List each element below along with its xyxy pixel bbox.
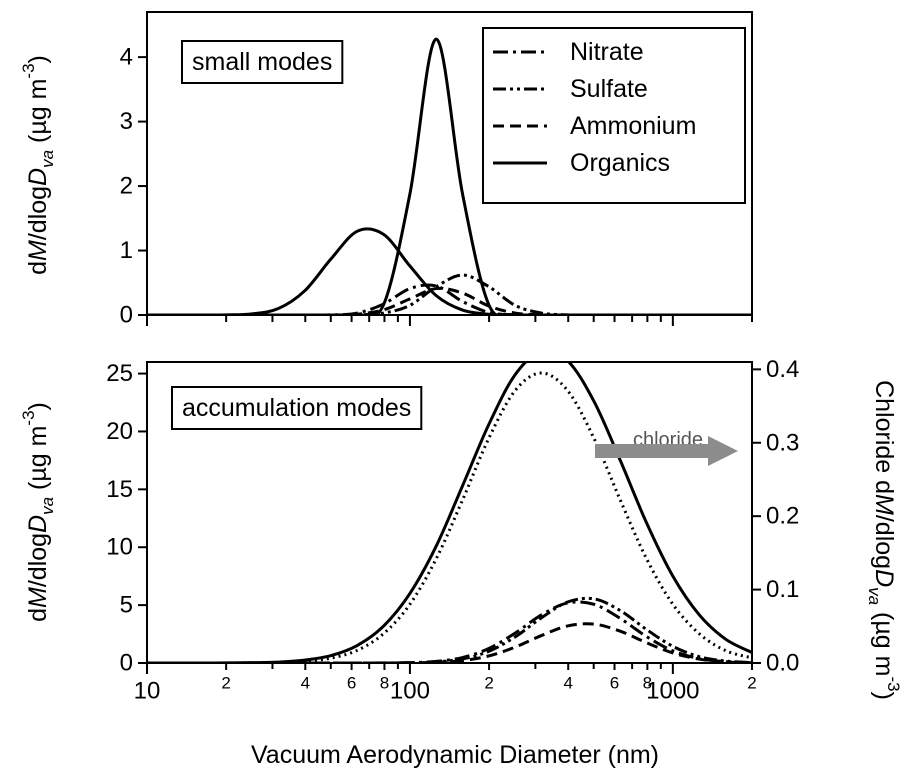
y-tick-label: 15 <box>106 476 133 503</box>
x-tick-label: 6 <box>610 674 619 693</box>
plot-frame <box>146 11 753 316</box>
plot-frame <box>146 361 753 664</box>
y2-tick-label: 0.4 <box>766 356 799 383</box>
y2-tick-label: 0.1 <box>766 576 799 603</box>
y-tick-label: 1 <box>120 237 133 264</box>
panel-label: accumulation modes <box>182 394 411 422</box>
y-tick-label: 25 <box>106 360 133 387</box>
y-axis-label: dM/dlogDva (µg m-3) <box>19 55 57 275</box>
data-line <box>147 37 752 315</box>
x-tick-label: 4 <box>301 674 310 693</box>
x-axis-label: Vacuum Aerodynamic Diameter (nm) <box>251 741 659 769</box>
y-tick-label: 5 <box>120 592 133 619</box>
y2-tick-label: 0.2 <box>766 503 799 530</box>
panel-label-box <box>181 40 344 84</box>
x-tick-label: 8 <box>643 674 652 693</box>
data-line <box>147 273 752 315</box>
data-line <box>147 283 752 315</box>
panel-label-box <box>171 386 423 430</box>
y-tick-label: 0 <box>120 650 133 677</box>
x-tick-label: 6 <box>347 674 356 693</box>
data-line <box>147 622 752 663</box>
x-tick-label: 2 <box>484 674 493 693</box>
legend-label: Nitrate <box>570 38 644 66</box>
x-tick-label: 100 <box>390 678 430 705</box>
x-tick-label: 2 <box>221 674 230 693</box>
data-line <box>147 227 752 315</box>
arrow <box>595 436 738 466</box>
x-tick-label: 4 <box>563 674 572 693</box>
x-tick-label: 2 <box>747 674 756 693</box>
y-tick-label: 0 <box>120 302 133 329</box>
y-tick-label: 10 <box>106 534 133 561</box>
data-line <box>147 286 752 315</box>
data-line <box>147 596 752 663</box>
y-axis-label: dM/dlogDva (µg m-3) <box>19 402 57 622</box>
data-line <box>147 600 752 663</box>
y-tick-label: 2 <box>120 173 133 200</box>
legend-label: Organics <box>570 149 670 177</box>
y-tick-label: 4 <box>120 44 133 71</box>
y2-tick-label: 0.3 <box>766 429 799 456</box>
panel-label: small modes <box>192 48 332 76</box>
legend-box <box>482 27 746 204</box>
x-tick-label: 8 <box>380 674 389 693</box>
y2-axis-label: Chloride dM/dlogDva (µg m-3) <box>865 380 903 700</box>
y-tick-label: 3 <box>120 108 133 135</box>
legend-label: Ammonium <box>570 112 696 140</box>
x-tick-label: 1000 <box>646 678 699 705</box>
y2-tick-label: 0.0 <box>766 650 799 677</box>
legend-label: Sulfate <box>570 75 648 103</box>
y-tick-label: 20 <box>106 418 133 445</box>
x-tick-label: 10 <box>134 678 161 705</box>
